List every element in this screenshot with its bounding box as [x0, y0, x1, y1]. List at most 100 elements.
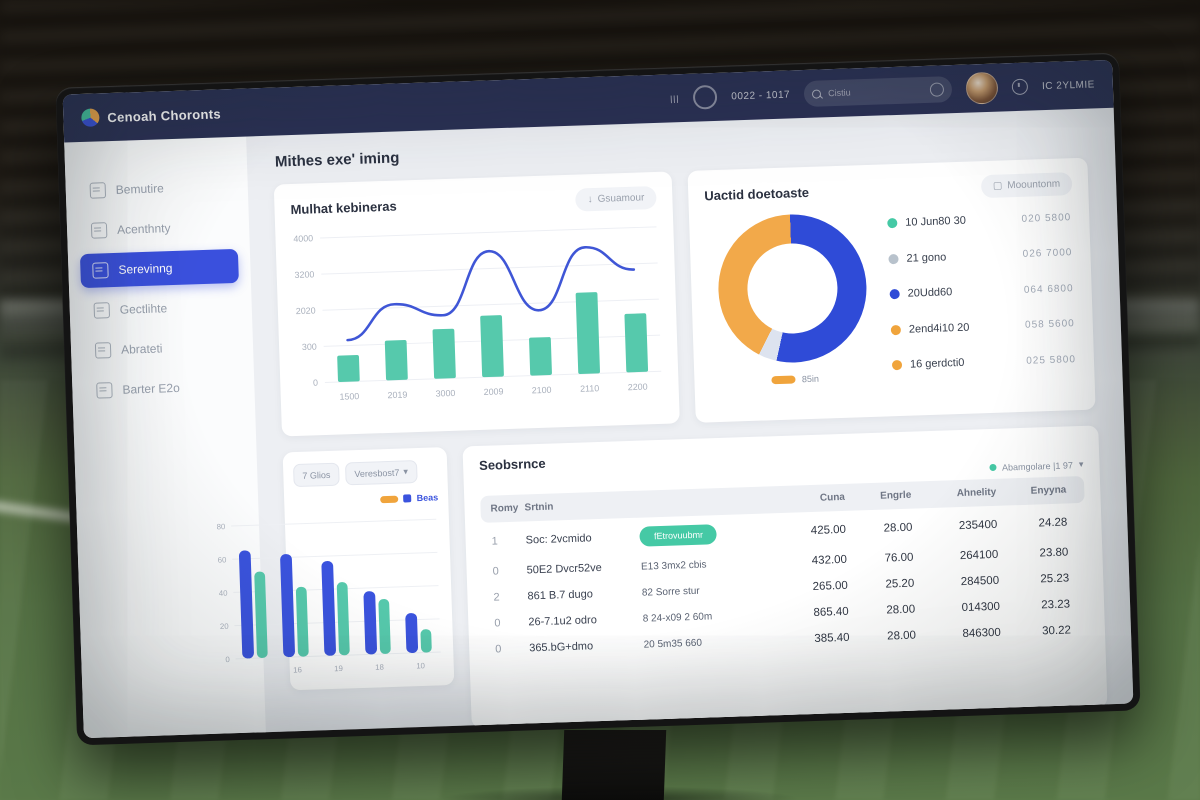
table-cell: 365.bG+dmo [529, 640, 594, 655]
donut-chart [716, 212, 869, 365]
donut-card-title: Uactid doetoaste [704, 184, 810, 204]
table-cell: 23.80 [1039, 546, 1069, 560]
table-column-header: Ahnelity [956, 486, 997, 500]
table-cell: 28.00 [887, 629, 917, 643]
legend-label: Beas [416, 492, 439, 504]
filter-dot-icon [988, 463, 997, 472]
main-content: Mithes exe' iming Mulhat kebineras ↓ Gsu… [216, 108, 1133, 732]
sidebar-item-2[interactable]: Acenthnty [79, 209, 238, 248]
report-icon: ▢ [992, 180, 1003, 192]
menu-item-icon [90, 222, 108, 239]
combo-chart-card: Mulhat kebineras ↓ Gsuamour 4000 3200 2020… [273, 171, 680, 437]
legend-value: 058 5600 [1024, 318, 1075, 331]
sidebar-item-4[interactable]: Gectlihte [81, 289, 240, 328]
download-button[interactable]: ↓ Gsuamour [575, 185, 657, 212]
table-cell: Soc: 2vcmido [525, 532, 592, 547]
table-cell: 25.23 [1040, 572, 1070, 586]
svg-text:4000: 4000 [293, 233, 313, 244]
app-title: Cenoah Choronts [107, 105, 222, 125]
menu-item-label: Bemutire [115, 181, 165, 197]
legend-dot-icon [889, 288, 900, 300]
table-cell: 28.00 [883, 521, 913, 535]
svg-text:80: 80 [216, 522, 226, 531]
sidebar-item-3[interactable]: Serevinng [79, 248, 239, 289]
mini-chart-legend: Beas [294, 492, 438, 507]
sidebar-item-6[interactable]: Barter E2o [84, 369, 243, 408]
legend-swatch-orange [380, 495, 399, 503]
menu-item-icon [92, 262, 109, 279]
legend-value: 064 6800 [1023, 282, 1074, 296]
svg-text:2009: 2009 [484, 386, 504, 397]
table-column-header: Srtnin [524, 501, 554, 514]
table-body: 1 Soc: 2vcmido fEtrovuubmr 425.00 28.00 23540… [481, 505, 1089, 663]
app-logo[interactable]: Cenoah Choronts [81, 104, 221, 127]
user-avatar[interactable] [965, 71, 999, 105]
table-cell: 50E2 Dvcr52ve [526, 561, 603, 577]
donut-legend: 10 Jun80 30 020 5800 21 gono 026 7000 20Udd6… [885, 205, 1079, 381]
donut-legend-item-2[interactable]: 21 gono 026 7000 [888, 247, 1073, 265]
table-cell: 2 [493, 591, 500, 604]
table-column-header: Cuna [819, 491, 846, 504]
svg-text:1500: 1500 [339, 391, 359, 402]
sidebar-item-5[interactable]: Abrateti [83, 329, 242, 368]
svg-text:2100: 2100 [532, 385, 552, 396]
legend-label: 2end4i10 20 [908, 321, 970, 336]
table-cell: 25.20 [885, 577, 915, 591]
search-input[interactable]: Cistiu [803, 76, 953, 107]
table-column-header: Enyyna [1030, 484, 1067, 497]
table-cell: 23.23 [1041, 598, 1071, 612]
refresh-icon[interactable] [692, 84, 718, 110]
svg-text:10: 10 [416, 661, 426, 670]
legend-value: 025 5800 [1026, 353, 1077, 367]
table-filter-dropdown[interactable]: Abamgolare |1 97 ▾ [988, 458, 1084, 473]
table-cell: 76.00 [884, 551, 914, 565]
table-cell: 0 [495, 643, 502, 656]
table-cell: 432.00 [811, 553, 848, 567]
table-cell: 846300 [962, 626, 1002, 641]
sub-legend-label: 85in [801, 373, 820, 385]
mini-grouped-chart: 80 60 40 20 0 16 19 18 10 [199, 509, 453, 689]
search-placeholder: Cistiu [827, 87, 851, 99]
table-cell: 235400 [958, 518, 998, 533]
donut-legend-item-1[interactable]: 10 Jun80 30 020 5800 [887, 211, 1071, 229]
table-cell: 861 B.7 dugo [527, 588, 594, 603]
menu-item-label: Abrateti [120, 341, 163, 357]
table-cell: 8 24-x09 2 60m [642, 610, 713, 625]
filter-chip-1[interactable]: 7 Glios [292, 462, 340, 488]
search-submit-icon[interactable] [929, 82, 945, 97]
clock-icon[interactable] [1011, 78, 1029, 96]
svg-text:0: 0 [313, 378, 318, 388]
table-cell: 0 [494, 617, 501, 630]
table-column-header: Romy [490, 502, 519, 515]
donut-legend-item-4[interactable]: 2end4i10 20 058 5600 [890, 318, 1075, 336]
svg-text:2020: 2020 [296, 305, 316, 316]
filter-chip-2[interactable]: Veresbost7 ▾ [344, 460, 418, 486]
table-cell: 264100 [959, 548, 999, 563]
table-cell: 425.00 [810, 523, 847, 538]
legend-dot-icon [888, 253, 899, 264]
donut-legend-item-5[interactable]: 16 gerdcti0 025 5800 [891, 353, 1077, 371]
menu-item-icon [94, 342, 112, 359]
table-cell: 385.40 [814, 631, 850, 645]
legend-label: 16 gerdcti0 [909, 356, 965, 371]
legend-label: 20Udd60 [907, 286, 953, 300]
menu-item-icon [89, 182, 107, 199]
report-button[interactable]: ▢ Moountonm [980, 172, 1073, 199]
donut-sub-legend: 85in [771, 373, 820, 386]
menu-item-label: Acenthnty [116, 221, 171, 237]
table-cell: 28.00 [886, 603, 916, 617]
menu-item-icon [93, 302, 111, 319]
legend-value: 026 7000 [1022, 247, 1073, 260]
table-cell: 1 [491, 535, 498, 548]
sidebar-item-1[interactable]: Bemutire [77, 169, 236, 208]
table-cell: 82 Sorre stur [641, 585, 700, 599]
combo-chart: 4000 3200 2020 300 0 1500 2019 3000 2009 2100 2110… [275, 214, 679, 428]
table-column-header [639, 494, 780, 510]
table-cell: fEtrovuubmr [639, 522, 781, 547]
legend-dot-icon [891, 359, 903, 371]
donut-legend-item-3[interactable]: 20Udd60 064 6800 [889, 282, 1074, 300]
chevron-down-icon: ▾ [1078, 458, 1084, 470]
table-cell: 284500 [960, 574, 1000, 589]
grid-menu-icon[interactable]: ||| [669, 93, 680, 103]
